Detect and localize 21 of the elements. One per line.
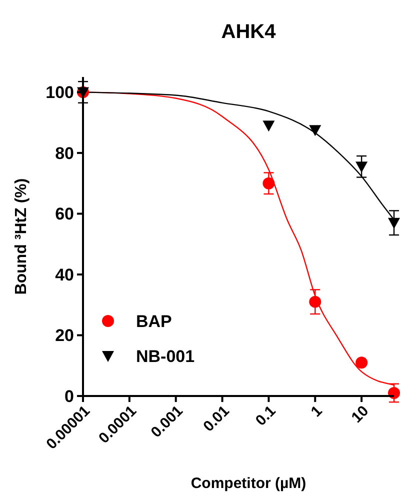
- point: [356, 162, 368, 173]
- point: [309, 125, 322, 136]
- point: [309, 296, 322, 308]
- x-tick-label: 1: [308, 402, 326, 420]
- point: [356, 356, 368, 369]
- y-tick-label: 100: [46, 83, 74, 102]
- x-tick-label: 10: [348, 402, 372, 426]
- y-tick-label: 60: [55, 204, 74, 224]
- x-tick-label: 0.1: [252, 402, 280, 430]
- x-tick-label: 0.01: [200, 402, 233, 436]
- legend-label: NB-001: [136, 346, 195, 366]
- y-tick-label: 20: [55, 326, 74, 346]
- y-tick-label: 80: [55, 144, 74, 163]
- legend-label: BAP: [136, 312, 172, 331]
- x-axis-title: Competitor (µM): [190, 475, 306, 492]
- y-tick-label: 40: [55, 265, 74, 284]
- point: [262, 120, 275, 132]
- chart-title: AHK4: [221, 21, 277, 43]
- point: [262, 177, 275, 190]
- y-tick-label: 0: [64, 386, 74, 406]
- y-axis-title: Bound ³HtZ (%): [13, 178, 30, 295]
